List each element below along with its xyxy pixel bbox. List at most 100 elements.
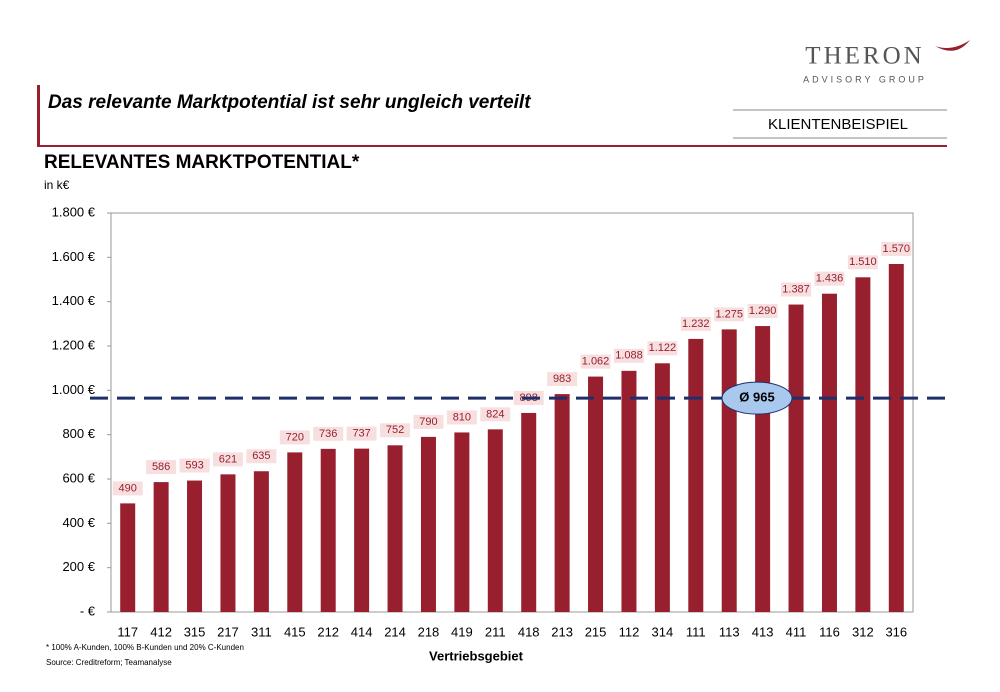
label-bg — [146, 460, 177, 475]
value-label: 737 — [352, 428, 370, 440]
bar — [755, 326, 771, 612]
x-tick-label: 418 — [518, 624, 540, 639]
x-tick-label: 311 — [251, 624, 272, 639]
y-tick-label: 1.400 € — [52, 293, 96, 308]
x-tick-label: 419 — [451, 624, 473, 639]
label-bg — [446, 410, 477, 425]
bar — [788, 304, 804, 612]
average-badge — [721, 381, 793, 415]
label-bg — [847, 255, 878, 270]
y-tick-label: 800 € — [62, 426, 95, 441]
label-bg — [413, 414, 444, 429]
x-tick-label: 212 — [317, 624, 339, 639]
label-bg — [212, 452, 243, 467]
label-bg — [580, 354, 611, 369]
value-label: 1.387 — [782, 283, 810, 295]
value-label: 1.232 — [682, 318, 710, 330]
x-tick-label: 315 — [184, 624, 206, 639]
x-tick-label: 113 — [719, 624, 740, 639]
x-tick-label: 111 — [686, 624, 706, 639]
bar — [721, 329, 737, 612]
value-label: 1.122 — [649, 342, 677, 354]
bar — [387, 445, 403, 612]
slide-title: Das relevante Marktpotential ist sehr un… — [48, 92, 531, 113]
label-bg — [480, 407, 511, 422]
y-tick-label: 1.200 € — [52, 337, 96, 352]
bar — [688, 338, 704, 612]
value-label: 752 — [386, 424, 404, 436]
x-tick-label: 412 — [150, 624, 172, 639]
label-bg — [781, 282, 812, 297]
label-bg — [179, 458, 210, 473]
value-label: 1.088 — [615, 350, 643, 362]
logo-swoosh — [935, 40, 970, 51]
bar — [821, 293, 837, 612]
label-bg — [647, 341, 678, 356]
x-axis-title: Vertriebsgebiet — [429, 648, 524, 663]
accent-bar — [37, 85, 40, 146]
y-tick-label: 1.800 € — [52, 204, 96, 219]
value-label: 736 — [319, 428, 337, 440]
label-bg — [380, 423, 411, 438]
bar — [521, 412, 537, 612]
value-label: 790 — [419, 416, 437, 428]
chart-title: RELEVANTES MARKTPOTENTIAL* — [44, 152, 360, 173]
label-bg — [112, 481, 143, 496]
bar — [621, 370, 637, 612]
value-label: 586 — [152, 461, 170, 473]
value-label: 983 — [553, 373, 571, 385]
x-tick-label: 414 — [351, 624, 373, 639]
bar — [888, 263, 904, 612]
x-tick-label: 116 — [819, 624, 840, 639]
y-tick-label: 1.600 € — [52, 249, 96, 264]
y-tick-label: 400 € — [62, 515, 95, 530]
average-label: Ø 965 — [739, 390, 774, 405]
bar — [320, 448, 336, 612]
value-label: 1.570 — [883, 243, 911, 255]
label-bg — [881, 241, 912, 256]
y-tick-label: - € — [80, 603, 96, 618]
value-label: 490 — [119, 482, 137, 494]
x-tick-label: 213 — [551, 624, 573, 639]
bar — [220, 474, 236, 612]
value-label: 1.290 — [749, 305, 777, 317]
bar — [120, 503, 136, 612]
label-bg — [680, 316, 711, 331]
footnote: * 100% A-Kunden, 100% B-Kunden und 20% C… — [46, 643, 244, 652]
bar — [454, 432, 470, 612]
value-label: 720 — [286, 431, 304, 443]
value-label: 621 — [219, 453, 237, 465]
bar — [855, 277, 871, 612]
x-tick-label: 217 — [217, 624, 239, 639]
bar — [654, 363, 670, 612]
x-tick-label: 117 — [117, 624, 138, 639]
bar — [287, 452, 303, 612]
logo-sub: ADVISORY GROUP — [803, 74, 927, 84]
bar — [588, 376, 604, 612]
plot-frame — [110, 212, 914, 613]
bar — [354, 448, 370, 612]
bar — [253, 471, 269, 612]
x-tick-label: 112 — [619, 624, 640, 639]
x-tick-label: 312 — [852, 624, 874, 639]
unit-label: in k€ — [44, 178, 70, 192]
bar — [187, 480, 203, 612]
label-bg — [547, 372, 578, 387]
source: Source: Creditreform; Teamanalyse — [46, 658, 172, 667]
value-label: 824 — [486, 408, 504, 420]
y-tick-label: 600 € — [62, 470, 95, 485]
label-bg — [714, 307, 745, 322]
value-label: 1.510 — [849, 256, 877, 268]
label-bg — [346, 426, 377, 441]
bar — [487, 429, 503, 612]
bar — [420, 436, 436, 612]
x-tick-label: 415 — [284, 624, 306, 639]
x-tick-label: 411 — [786, 624, 807, 639]
x-tick-label: 314 — [652, 624, 674, 639]
label-bg — [246, 449, 277, 464]
value-label: 1.275 — [715, 308, 743, 320]
y-tick-label: 200 € — [62, 559, 95, 574]
bar — [153, 482, 169, 612]
logo: THERON — [805, 43, 924, 70]
